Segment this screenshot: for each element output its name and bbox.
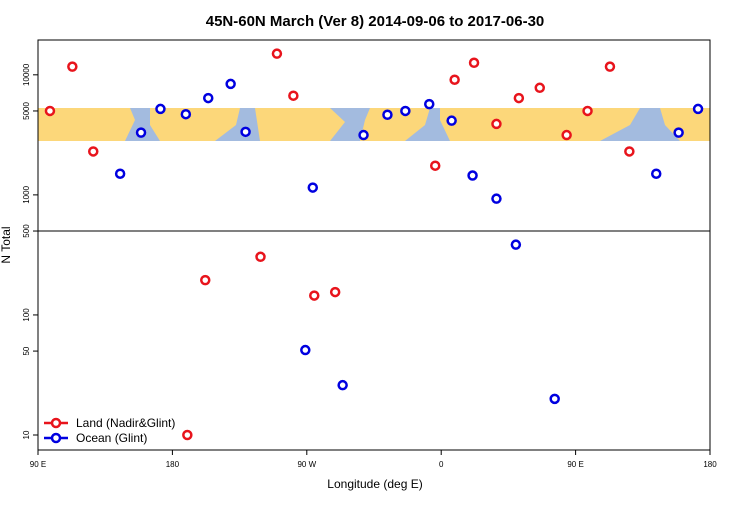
point (424, 98, 435, 110)
point (673, 127, 684, 138)
point (358, 129, 369, 141)
point (200, 274, 211, 286)
y-tick-label: 100 (22, 308, 31, 322)
x-tick-label: 90 E (567, 460, 583, 469)
x-tick-label: 90 E (30, 460, 46, 469)
point (446, 115, 457, 126)
point (202, 92, 214, 104)
point (307, 182, 319, 193)
point (624, 146, 635, 157)
chart-title: 45N-60N March (Ver 8) 2014-09-06 to 2017… (206, 13, 545, 30)
point (449, 74, 460, 85)
point (534, 82, 546, 94)
y-axis-label: N Total (0, 226, 13, 263)
point (510, 239, 522, 250)
point (271, 48, 283, 59)
point (135, 127, 147, 138)
point (549, 393, 560, 405)
point (288, 90, 299, 101)
x-tick-label: 180 (166, 460, 180, 469)
y-tick-label: 50 (22, 346, 31, 355)
x-tick-label: 0 (439, 460, 444, 469)
point (491, 193, 502, 204)
point (692, 103, 704, 115)
legend-marker (50, 417, 62, 429)
point (255, 251, 266, 263)
map-band (38, 108, 710, 141)
point (382, 109, 393, 120)
legend-label: Land (Nadir&Glint) (76, 416, 175, 430)
x-tick-label: 90 W (297, 460, 316, 469)
point (468, 57, 480, 69)
point (300, 344, 311, 356)
point (429, 160, 441, 171)
point (400, 105, 411, 117)
point (114, 168, 126, 179)
point (155, 103, 166, 115)
point (604, 61, 616, 72)
point (491, 118, 502, 130)
point (182, 429, 193, 441)
y-tick-label: 500 (22, 224, 31, 238)
legend-label: Ocean (Glint) (76, 431, 147, 445)
point (240, 126, 251, 138)
point (582, 105, 593, 117)
point (309, 290, 320, 301)
plot-frame (37, 39, 711, 451)
y-tick-label: 5000 (22, 102, 31, 120)
point (88, 146, 99, 157)
point (337, 379, 348, 391)
point (67, 61, 78, 72)
point (467, 170, 478, 181)
point (650, 168, 662, 179)
legend-marker (50, 432, 62, 444)
y-tick-label: 10000 (22, 63, 31, 86)
point (329, 286, 341, 298)
point (225, 78, 236, 90)
point (561, 129, 572, 141)
y-tick-label: 10 (22, 430, 31, 439)
x-tick-label: 180 (703, 460, 717, 469)
x-axis-label: Longitude (deg E) (327, 477, 422, 491)
y-tick-label: 1000 (22, 185, 31, 203)
point (44, 105, 56, 117)
point (513, 92, 525, 104)
point (180, 108, 192, 120)
